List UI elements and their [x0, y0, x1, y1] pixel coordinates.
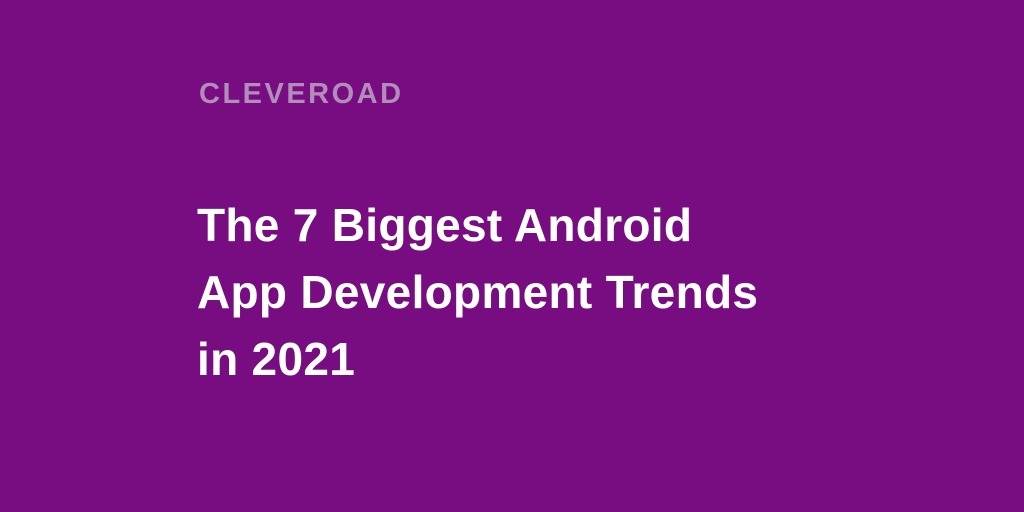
cleveroad-logo: CLEVEROAD: [199, 78, 404, 110]
banner-title: The 7 Biggest Android App Development Tr…: [197, 192, 758, 393]
banner-title-line-2: App Development Trends: [197, 266, 759, 318]
banner-title-line-3: in 2021: [197, 333, 356, 385]
banner-title-line-1: The 7 Biggest Android: [197, 199, 693, 251]
